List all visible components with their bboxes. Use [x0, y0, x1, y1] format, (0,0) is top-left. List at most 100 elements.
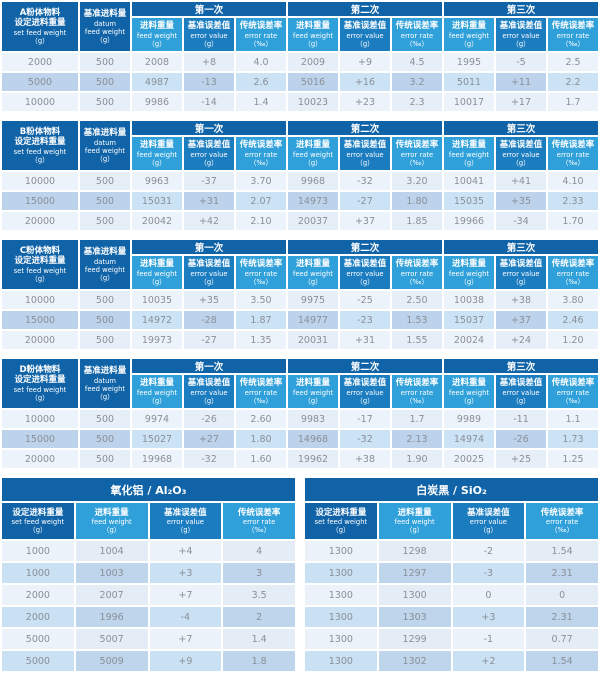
feed-weight-cell: 1297: [376, 561, 453, 585]
feed-weight-subheader: 进料重量 feed weight （g）: [442, 135, 496, 172]
subheader-en: error rate （‰）: [556, 269, 590, 286]
subheader-en: feed weight （g）: [448, 269, 490, 286]
subheader-en: feed weight （g）: [292, 31, 334, 48]
error-value-subheader: 基准误差值 error value （g）: [494, 16, 548, 53]
datum-cell: 500: [78, 448, 132, 470]
error-value-cell: -5: [494, 51, 548, 73]
error-rate-cell: 2.31: [524, 561, 600, 585]
feed-weight-subheader: 进料重量 feed weight （g）: [130, 135, 184, 172]
subheader-zh: 进料重量: [397, 507, 432, 518]
error-rate-cell: 0.77: [524, 627, 600, 651]
error-rate-cell: 1.54: [524, 539, 600, 563]
error-rate-cell: 4.0: [234, 51, 288, 73]
error-value-subheader: 基准误差值 error value （g）: [182, 373, 236, 410]
subheader-zh: 进料重量: [295, 378, 330, 389]
subheader-zh: 进料重量: [94, 507, 129, 518]
feed-weight-subheader: 进料重量 feed weight （g）: [286, 135, 340, 172]
table-row: 10000 500 9963 -37 3.70 9968 -32 3.20 10…: [0, 170, 600, 192]
set-feed-cell: 1300: [303, 583, 379, 607]
subheader-en: feed weight （g）: [292, 388, 334, 405]
datum-en: datum feed weight （g）: [84, 138, 126, 163]
datum-en: datum feed weight （g）: [84, 376, 126, 401]
subheader-zh: 基准误差值: [499, 378, 543, 389]
trial-3-header: 第三次: [442, 119, 600, 137]
error-value-cell: +38: [338, 448, 392, 470]
error-value-subheader: 基准误差值 error value （g）: [338, 373, 392, 410]
feed-weight-cell: 20037: [286, 210, 340, 232]
subheader-en: feed weight （g）: [136, 269, 178, 286]
subheader-zh: 进料重量: [451, 259, 486, 270]
subheader-zh: 传统误差率: [551, 259, 595, 270]
feed-weight-cell: 10041: [442, 170, 496, 192]
subheader-en: error value （g）: [190, 31, 228, 48]
set-feed-cell: 15000: [0, 428, 80, 450]
feed-weight-cell: 19966: [442, 210, 496, 232]
alumina-title: 氧化铝 / Al₂O₃: [0, 476, 297, 503]
error-value-cell: +17: [494, 91, 548, 113]
set-feed-header: C粉体物料 设定进料重量 set feed weight （g）: [0, 238, 80, 291]
set-feed-zh: 设定进料重量: [14, 375, 66, 386]
subheader-zh: 进料重量: [139, 140, 174, 151]
error-value-subheader: 基准误差值 error value （g）: [338, 135, 392, 172]
set-feed-subheader: 设定进料重量 set feed weight （g）: [0, 501, 76, 541]
error-rate-subheader: 传统误差率 error rate （‰）: [390, 254, 444, 291]
subheader-zh: 进料重量: [139, 378, 174, 389]
error-rate-cell: 2.50: [390, 289, 444, 311]
subheader-zh: 进料重量: [295, 259, 330, 270]
table-row: 1300 1297 -3 2.31: [303, 561, 600, 585]
table-row: 15000 500 15027 +27 1.80 14968 -32 2.13 …: [0, 428, 600, 450]
error-value-cell: -32: [338, 170, 392, 192]
feed-weight-cell: 4987: [130, 71, 184, 93]
table-row: 20000 500 20042 +42 2.10 20037 +37 1.85 …: [0, 210, 600, 232]
error-value-cell: -26: [182, 408, 236, 430]
feed-weight-cell: 5007: [73, 627, 150, 651]
error-value-cell: +4: [147, 539, 224, 563]
error-rate-subheader: 传统误差率 error rate （‰）: [546, 373, 600, 410]
set-feed-subheader: 设定进料重量 set feed weight （g）: [303, 501, 379, 541]
table-row: 15000 500 15031 +31 2.07 14973 -27 1.80 …: [0, 190, 600, 212]
subheader-zh: 基准误差值: [187, 259, 231, 270]
feed-weight-cell: 1995: [442, 51, 496, 73]
set-feed-cell: 10000: [0, 170, 80, 192]
subheader-zh: 基准误差值: [187, 378, 231, 389]
subheader-row: 设定进料重量 set feed weight （g） 进料重量 feed weigh…: [0, 501, 297, 541]
trial-1-header: 第一次: [130, 119, 288, 137]
error-rate-cell: 1.4: [221, 627, 297, 651]
band-header-row: C粉体物料 设定进料重量 set feed weight （g） 基准进料量 datu…: [0, 238, 600, 291]
title-row: 氧化铝 / Al₂O₃: [0, 476, 297, 503]
feed-weight-cell: 5011: [442, 71, 496, 93]
error-value-cell: +38: [494, 289, 548, 311]
trial-3-header: 第三次: [442, 357, 600, 375]
error-rate-subheader: 传统误差率 error rate （‰）: [546, 254, 600, 291]
feed-weight-cell: 15037: [442, 309, 496, 331]
set-feed-cell: 10000: [0, 91, 80, 113]
subheader-zh: 传统误差率: [239, 140, 283, 151]
error-rate-cell: 3: [221, 561, 297, 585]
error-rate-subheader: 传统误差率 error rate （‰）: [390, 16, 444, 53]
feed-weight-cell: 1003: [73, 561, 150, 585]
set-feed-cell: 2000: [0, 51, 80, 73]
subheader-en: error rate （‰）: [244, 269, 278, 286]
subheader-zh: 传统误差率: [239, 378, 283, 389]
error-value-cell: +16: [338, 71, 392, 93]
error-value-cell: -4: [147, 605, 224, 629]
table-row: 10000 500 9986 -14 1.4 10023 +23 2.3 100…: [0, 91, 600, 113]
feed-weight-cell: 2009: [286, 51, 340, 73]
subheader-en: error rate （‰）: [545, 518, 579, 535]
feed-weight-cell: 19973: [130, 329, 184, 351]
error-value-cell: +35: [494, 190, 548, 212]
subheader-zh: 传统误差率: [551, 140, 595, 151]
table-row: 5000 5007 +7 1.4: [0, 627, 297, 651]
datum-cell: 500: [78, 210, 132, 232]
set-feed-cell: 15000: [0, 309, 80, 331]
feed-weight-cell: 14968: [286, 428, 340, 450]
table-row: 1300 1303 +3 2.31: [303, 605, 600, 629]
subheader-en: feed weight （g）: [292, 150, 334, 167]
subheader-en: feed weight （g）: [136, 388, 178, 405]
feed-weight-cell: 9974: [130, 408, 184, 430]
material-label: D粉体物料: [19, 364, 61, 375]
error-rate-cell: 3.50: [234, 289, 288, 311]
subheader-zh: 基准误差值: [187, 140, 231, 151]
error-value-cell: 0: [450, 583, 527, 607]
datum-zh: 基准进料量: [83, 127, 127, 138]
